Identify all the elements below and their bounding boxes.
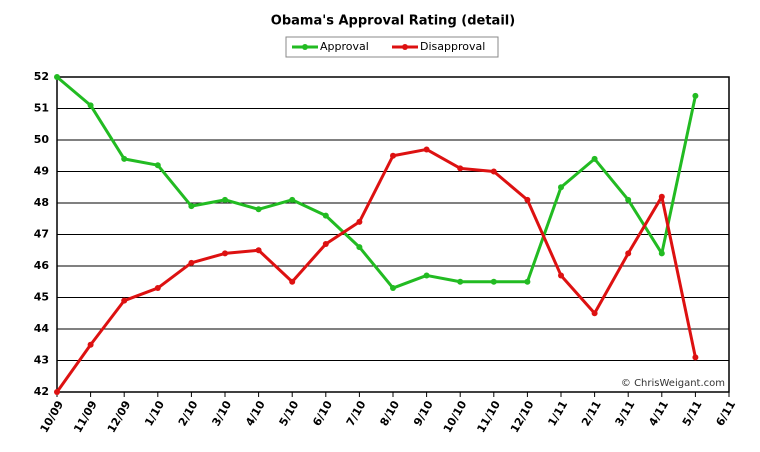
data-point — [390, 285, 396, 292]
y-tick-label: 45 — [34, 291, 49, 304]
x-tick-label: 3/10 — [209, 398, 234, 428]
data-point — [54, 389, 60, 395]
data-point — [625, 250, 632, 257]
data-point — [558, 184, 564, 191]
data-point — [289, 278, 296, 285]
x-tick-label: 4/10 — [243, 398, 268, 428]
x-tick-label: 12/09 — [105, 399, 134, 435]
y-tick-label: 42 — [34, 385, 49, 398]
data-point — [524, 196, 531, 203]
legend-swatch-dot — [402, 44, 408, 50]
data-point — [658, 193, 665, 200]
data-point — [188, 259, 195, 266]
y-tick-label: 46 — [34, 259, 50, 272]
data-point — [692, 354, 699, 361]
x-tick-label: 8/10 — [377, 398, 402, 428]
x-tick-label: 1/11 — [545, 399, 570, 429]
y-tick-label: 49 — [34, 165, 49, 178]
data-point — [356, 218, 363, 225]
series-line — [56, 75, 697, 290]
data-point — [322, 240, 329, 247]
data-point — [658, 250, 665, 257]
data-point — [457, 278, 464, 285]
legend-label: Disapproval — [420, 40, 485, 53]
data-point — [390, 152, 396, 159]
data-point — [423, 272, 430, 279]
x-tick-label: 5/10 — [277, 398, 302, 428]
x-tick-label: 7/10 — [344, 398, 369, 428]
data-point — [490, 168, 497, 175]
x-tick-label: 1/10 — [142, 398, 167, 428]
data-point — [154, 285, 161, 292]
x-tick-label: 4/11 — [646, 399, 671, 429]
data-point — [524, 278, 531, 285]
data-point — [692, 92, 699, 99]
y-tick-label: 47 — [34, 228, 49, 241]
data-point — [255, 206, 262, 213]
y-tick-label: 51 — [34, 102, 49, 115]
data-point — [154, 162, 161, 169]
x-tick-label: 11/10 — [474, 398, 503, 435]
data-point — [490, 278, 497, 285]
data-point — [591, 310, 598, 317]
data-point — [625, 196, 632, 203]
x-tick-label: 2/10 — [176, 398, 201, 428]
data-point — [222, 250, 228, 257]
series-line — [55, 147, 697, 393]
data-point — [289, 196, 296, 203]
data-point — [87, 102, 94, 109]
data-point — [591, 155, 598, 162]
data-point — [356, 244, 363, 251]
x-tick-label: 6/11 — [713, 399, 738, 429]
y-tick-label: 48 — [34, 196, 49, 209]
x-tick-label: 10/10 — [441, 398, 470, 435]
legend: Approval Disapproval — [285, 36, 499, 58]
x-tick-label: 3/11 — [613, 399, 638, 429]
x-tick-label: 2/11 — [579, 399, 604, 429]
x-tick-label: 12/10 — [508, 398, 537, 435]
x-tick-label: 10/09 — [38, 399, 67, 435]
y-tick-label: 52 — [34, 70, 49, 83]
legend-swatch-dot — [302, 44, 308, 50]
data-point — [54, 74, 60, 80]
data-point — [121, 155, 128, 162]
data-point — [255, 247, 262, 254]
data-point — [322, 212, 329, 219]
legend-label: Approval — [320, 40, 369, 53]
y-tick-label: 43 — [34, 354, 49, 367]
data-point — [423, 146, 430, 153]
data-point — [457, 165, 464, 172]
annotation: © ChrisWeigant.com — [621, 378, 725, 389]
data-point — [87, 341, 94, 348]
data-point — [222, 196, 228, 203]
data-point — [188, 203, 195, 210]
x-tick-label: 6/10 — [310, 398, 335, 428]
chart-title: Obama's Approval Rating (detail) — [271, 14, 515, 29]
y-tick-label: 50 — [34, 133, 50, 146]
x-tick-label: 5/11 — [680, 399, 705, 429]
data-point — [121, 297, 128, 304]
x-tick-label: 11/09 — [71, 399, 100, 435]
x-tick-label: 9/10 — [411, 398, 436, 428]
y-tick-label: 44 — [34, 322, 50, 335]
data-point — [558, 272, 564, 279]
